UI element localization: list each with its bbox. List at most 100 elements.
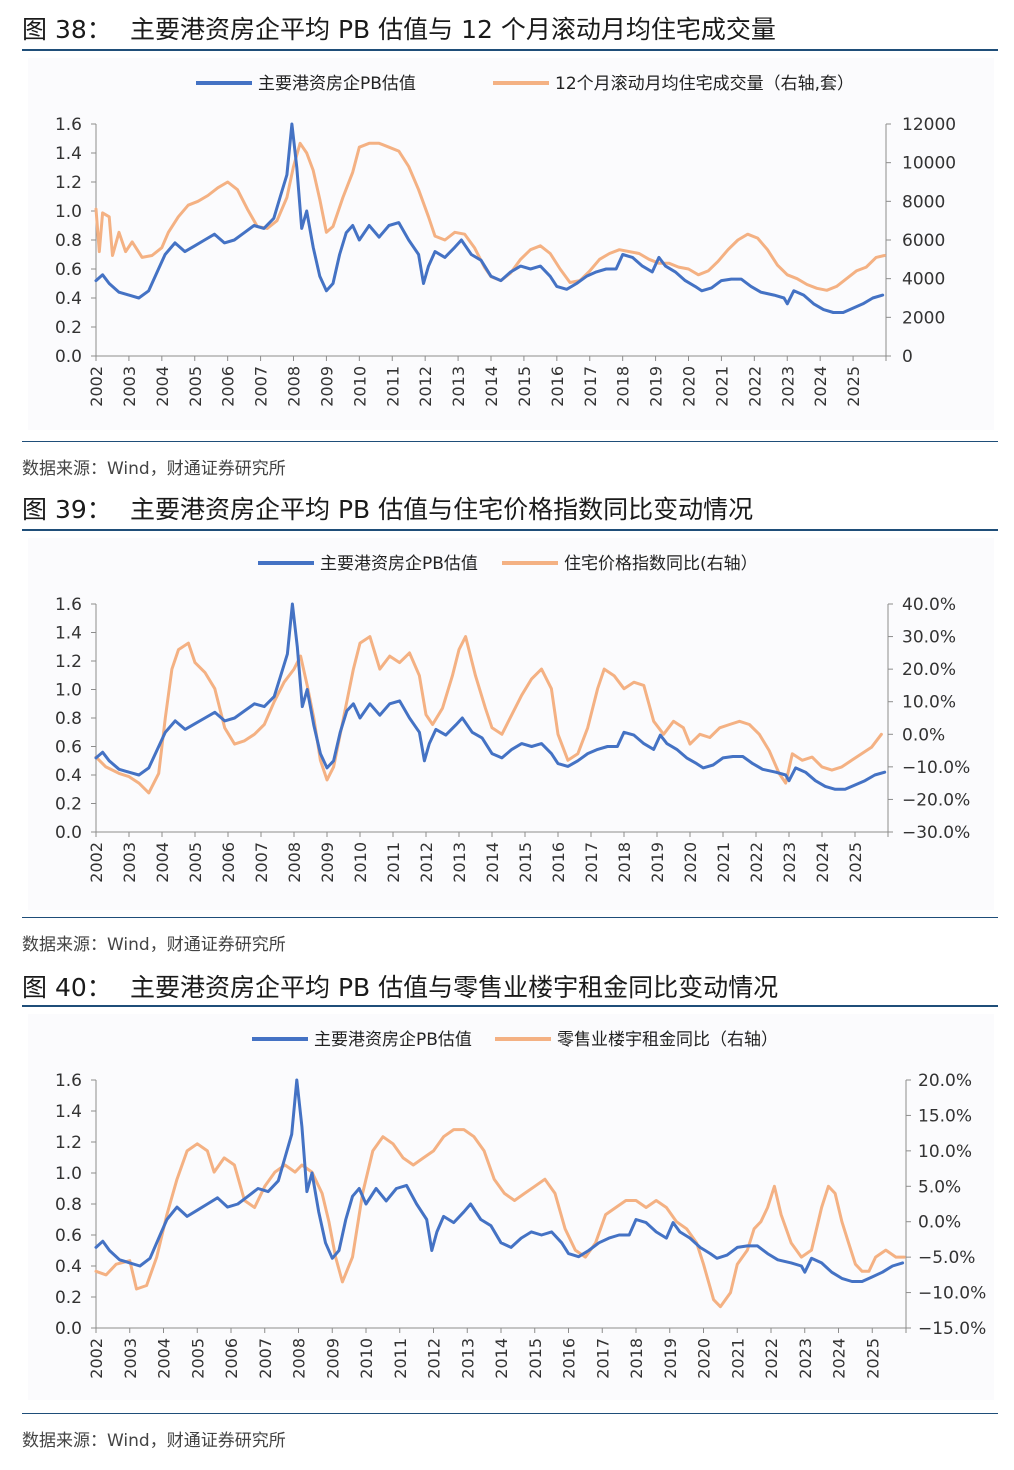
x-tick-label: 2009 (318, 842, 337, 883)
x-tick-label: 2018 (615, 842, 634, 883)
x-tick-label: 2005 (188, 1338, 207, 1379)
y-right-tick-label: 0.0% (918, 1213, 961, 1233)
x-tick-label: 2012 (417, 842, 436, 883)
y-left-tick-label: 0.0 (55, 823, 82, 843)
x-tick-label: 2006 (219, 366, 238, 407)
x-tick-label: 2004 (153, 842, 172, 883)
figure-title: 图 39： 主要港资房企平均 PB 估值与住宅价格指数同比变动情况 (22, 490, 753, 526)
y-left-tick-label: 0.6 (55, 260, 82, 280)
y-left-tick-label: 0.4 (55, 289, 82, 309)
legend-label: 住宅价格指数同比(右轴） (564, 554, 758, 574)
x-tick-label: 2009 (323, 1338, 342, 1379)
y-left-tick-label: 0.6 (55, 1226, 82, 1246)
x-tick-label: 2024 (813, 842, 832, 883)
x-tick-label: 2005 (186, 366, 205, 407)
y-left-tick-label: 1.6 (55, 115, 82, 135)
figure-39: 图 39： 主要港资房企平均 PB 估值与住宅价格指数同比变动情况 0.0 0.2 0… (0, 480, 1014, 960)
y-left-tick-label: 0.8 (55, 709, 82, 729)
y-left-tick-label: 0.6 (55, 738, 82, 758)
bottom-rule (22, 917, 998, 918)
x-tick-label: 2011 (384, 842, 403, 883)
legend-label: 主要港资房企PB估值 (314, 1030, 472, 1050)
x-tick-label: 2008 (290, 1338, 309, 1379)
x-tick-label: 2023 (796, 1338, 815, 1379)
figure-title: 图 38： 主要港资房企平均 PB 估值与 12 个月滚动月均住宅成交量 (22, 10, 776, 46)
x-tick-label: 2010 (351, 842, 370, 883)
x-tick-label: 2005 (186, 842, 205, 883)
y-left-tick-label: 1.0 (55, 681, 82, 701)
y-right-tick-label: 0.0% (902, 725, 945, 745)
x-tick-label: 2025 (863, 1338, 882, 1379)
y-right-tick-label: −10.0% (902, 758, 970, 778)
chart-40: 0.0 0.2 0.4 0.6 0.8 1.0 1.2 1.4 1.6 −15.0% −10.0% −… (55, 1030, 986, 1379)
figure-number: 图 38： (22, 15, 112, 44)
series-line-right-axis (94, 141, 886, 292)
x-tick-label: 2022 (745, 366, 764, 407)
x-tick-label: 2016 (560, 1338, 579, 1379)
bottom-rule (22, 1413, 998, 1414)
figure-title-text: 主要港资房企平均 PB 估值与零售业楼宇租金同比变动情况 (130, 973, 779, 1002)
series-line-pb (94, 602, 887, 791)
x-tick-label: 2021 (728, 1338, 747, 1379)
x-tick-label: 2011 (383, 366, 402, 407)
x-tick-label: 2022 (762, 1338, 781, 1379)
x-tick-label: 2008 (285, 366, 304, 407)
title-rule (22, 529, 998, 531)
legend-label: 12个月滚动月均住宅成交量（右轴,套） (555, 74, 854, 94)
y-right-tick-label: 20.0% (902, 660, 956, 680)
x-tick-label: 2006 (222, 1338, 241, 1379)
figure-title-text: 主要港资房企平均 PB 估值与住宅价格指数同比变动情况 (130, 495, 754, 524)
x-tick-label: 2017 (582, 842, 601, 883)
figure-number: 图 39： (22, 495, 112, 524)
chart-39: 0.0 0.2 0.4 0.6 0.8 1.0 1.2 1.4 1.6 −30.0% −20.0% −… (55, 554, 970, 883)
plot-background (28, 58, 994, 430)
title-rule (22, 1005, 998, 1007)
y-left-tick-label: 1.4 (55, 1102, 82, 1122)
source-note: 数据来源：Wind，财通证券研究所 (22, 459, 286, 479)
x-tick-label: 2010 (357, 1338, 376, 1379)
x-tick-label: 2012 (416, 366, 435, 407)
x-tick-label: 2017 (593, 1338, 612, 1379)
x-tick-label: 2011 (391, 1338, 410, 1379)
legend-label: 零售业楼宇租金同比（右轴） (557, 1030, 778, 1050)
figure-38: 图 38： 主要港资房企平均 PB 估值与 12 个月滚动月均住宅成交量 0.0 0… (0, 0, 1014, 480)
title-rule (22, 49, 998, 51)
figure-title-text: 主要港资房企平均 PB 估值与 12 个月滚动月均住宅成交量 (130, 15, 776, 44)
x-tick-label: 2015 (526, 1338, 545, 1379)
x-tick-label: 2016 (549, 842, 568, 883)
y-right-tick-label: 2000 (902, 308, 945, 328)
y-left-tick-label: 1.0 (55, 1164, 82, 1184)
y-right-tick-label: 6000 (902, 231, 945, 251)
x-tick-label: 2013 (458, 1338, 477, 1379)
x-tick-label: 2021 (714, 842, 733, 883)
x-tick-label: 2009 (317, 366, 336, 407)
y-right-tick-label: 4000 (902, 270, 945, 290)
x-tick-label: 2013 (450, 842, 469, 883)
plot-background (28, 538, 994, 910)
x-tick-label: 2003 (120, 366, 139, 407)
series-line-right-axis (94, 1128, 906, 1309)
y-left-tick-label: 0.4 (55, 1257, 82, 1277)
x-tick-label: 2007 (252, 366, 271, 407)
y-right-tick-label: 8000 (902, 192, 945, 212)
y-right-tick-label: 10.0% (918, 1142, 972, 1162)
x-tick-label: 2003 (121, 1338, 140, 1379)
y-left-tick-label: 1.4 (55, 624, 82, 644)
x-tick-label: 2014 (483, 842, 502, 883)
x-tick-label: 2014 (492, 1338, 511, 1379)
x-tick-label: 2022 (747, 842, 766, 883)
legend-label: 主要港资房企PB估值 (258, 74, 416, 94)
y-left-tick-label: 0.8 (55, 1195, 82, 1215)
plot-background (28, 1014, 994, 1400)
y-left-tick-label: 1.6 (55, 1071, 82, 1091)
source-note: 数据来源：Wind，财通证券研究所 (22, 1431, 286, 1451)
y-right-tick-label: −20.0% (902, 790, 970, 810)
x-tick-label: 2004 (155, 1338, 174, 1379)
y-right-tick-label: 0 (902, 347, 913, 367)
x-tick-label: 2023 (778, 366, 797, 407)
y-right-tick-label: 5.0% (918, 1177, 961, 1197)
y-left-tick-label: 0.2 (55, 795, 82, 815)
x-tick-label: 2013 (449, 366, 468, 407)
x-tick-label: 2002 (87, 842, 106, 883)
x-tick-label: 2002 (87, 366, 106, 407)
